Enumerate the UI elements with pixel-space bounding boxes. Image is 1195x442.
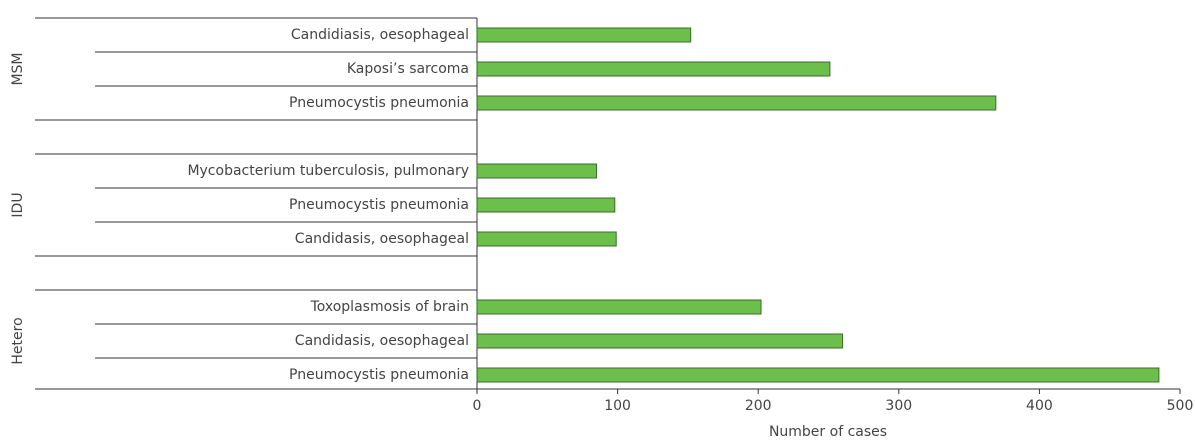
category-label: Pneumocystis pneumonia	[289, 367, 469, 383]
category-label: Toxoplasmosis of brain	[310, 299, 469, 315]
category-label: Candidiasis, oesophageal	[291, 27, 469, 43]
category-label: Mycobacterium tuberculosis, pulmonary	[187, 163, 469, 179]
bar	[476, 61, 831, 77]
category-label: Kaposi’s sarcoma	[347, 61, 469, 77]
bar	[476, 95, 997, 111]
group-label: MSM	[10, 52, 26, 85]
category-label: Candidasis, oesophageal	[295, 231, 469, 247]
bar	[476, 27, 692, 43]
group-label: IDU	[10, 192, 26, 217]
category-label: Pneumocystis pneumonia	[289, 197, 469, 213]
x-tick-label: 400	[1026, 398, 1053, 414]
x-tick-label: 200	[745, 398, 772, 414]
bar	[476, 197, 616, 213]
category-label: Candidasis, oesophageal	[295, 333, 469, 349]
x-tick-label: 300	[885, 398, 912, 414]
bar	[476, 163, 598, 179]
x-tick-label: 0	[473, 398, 482, 414]
group-label: Hetero	[10, 317, 26, 364]
bar	[476, 299, 762, 315]
bar	[476, 367, 1160, 383]
category-label: Pneumocystis pneumonia	[289, 95, 469, 111]
x-tick-label: 500	[1167, 398, 1194, 414]
x-axis-title: Number of cases	[769, 424, 887, 440]
bar	[476, 333, 844, 349]
x-tick-label: 100	[604, 398, 631, 414]
bar	[476, 231, 617, 247]
